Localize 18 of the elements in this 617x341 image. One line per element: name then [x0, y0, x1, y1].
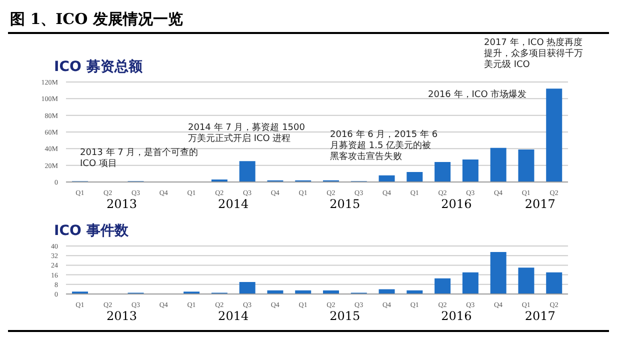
chart-title: ICO 事件数 — [54, 222, 128, 240]
text: 2016 — [441, 197, 472, 211]
annotation: 2013 年 7 月，是首个可查的 ICO 项目 — [80, 148, 200, 170]
chart-subtitle: ICO 募资总额 — [54, 58, 142, 76]
text: 2013 — [106, 309, 138, 323]
text: 2015 — [330, 197, 360, 211]
text: 2014 — [218, 197, 249, 211]
text: 2016 — [441, 309, 472, 323]
annotation: 2016 年，ICO 市场爆发 — [428, 90, 528, 101]
annotation: 2016 年 6 月，2015 年 6 月募资超 1.5 亿美元的被黑客攻击宣告失败 — [330, 130, 438, 163]
text: 2014 — [218, 309, 249, 323]
text: 2017 — [524, 309, 556, 323]
annotation: 2014 年 7 月，募资超 1500 万美元正式开启 ICO 进程 — [188, 123, 306, 145]
chart-title: 图 1、ICO 发展情况一览 — [10, 10, 183, 29]
text: 2017 — [524, 197, 556, 211]
text: 2017 年，ICO 热度再度提升，众多项目获得千万美元级 ICO — [484, 38, 584, 71]
text: 2015 — [330, 309, 360, 323]
text: 2013 — [106, 197, 138, 211]
